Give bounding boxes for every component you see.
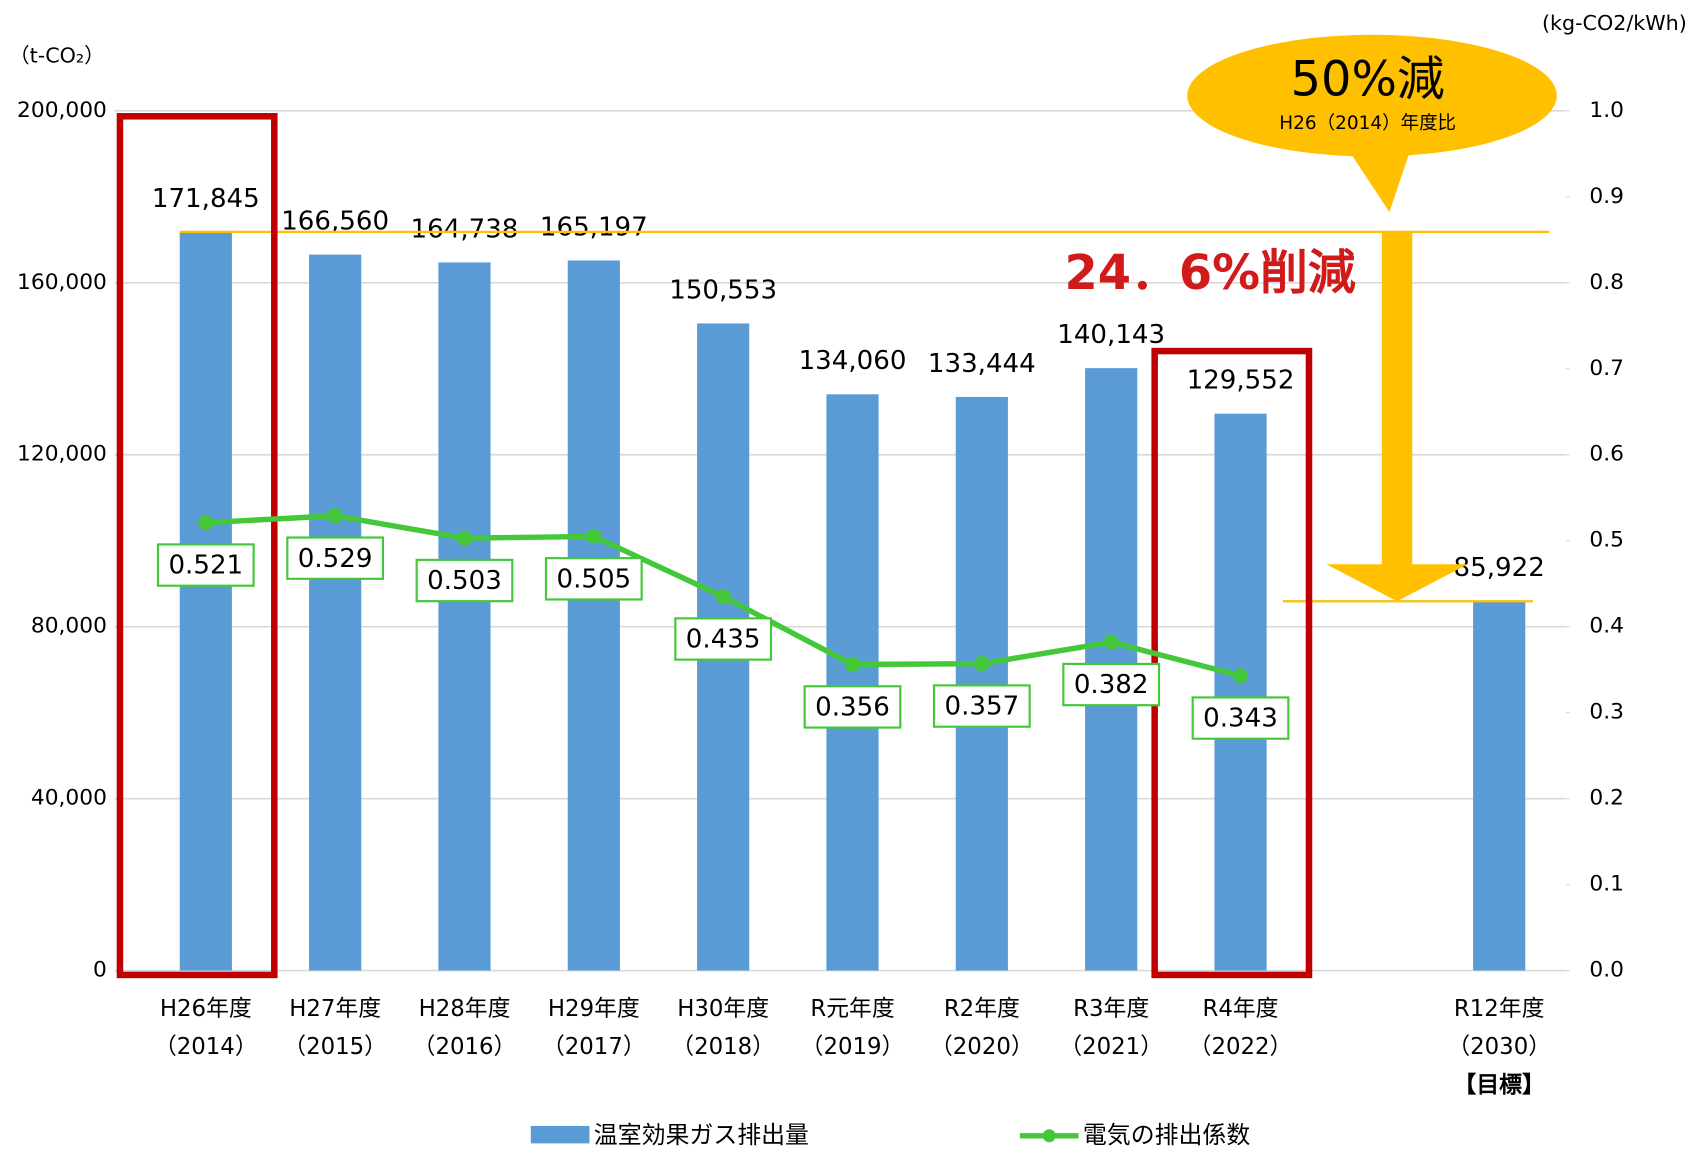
y2-tick-label: 0.0	[1589, 958, 1624, 983]
bar-value-label: 129,552	[1187, 366, 1295, 396]
x-tick-label: （2015）	[283, 1034, 387, 1060]
x-tick-label: （2020）	[930, 1034, 1034, 1060]
bar	[309, 254, 362, 971]
bar	[955, 396, 1008, 971]
annotation: 24．6%削減	[1065, 246, 1356, 301]
legend: 温室効果ガス排出量 電気の排出係数	[530, 1121, 1250, 1149]
bar-value-label: 171,845	[152, 184, 260, 214]
y2-tick-label: 0.8	[1589, 270, 1624, 295]
reduction-arrow	[1326, 231, 1468, 602]
line-value-label: 0.529	[298, 544, 373, 574]
x-tick-label: （2014）	[154, 1034, 258, 1060]
line-value-label: 0.521	[168, 551, 243, 581]
bar-value-label: 164,738	[411, 214, 519, 244]
bar	[179, 231, 232, 971]
line-value-label: 0.382	[1074, 670, 1149, 700]
line-value-label: 0.435	[686, 625, 761, 655]
data-label-box	[803, 685, 902, 729]
x-tick-label: R3年度	[1073, 996, 1149, 1022]
y2-tick-label: 0.4	[1589, 614, 1624, 639]
bar-value-label: 134,060	[799, 346, 907, 376]
y-tick-label: 160,000	[17, 270, 107, 295]
y2-tick-label: 0.5	[1589, 528, 1624, 553]
line-point	[1232, 668, 1249, 684]
x-tick-label: H30年度	[677, 996, 769, 1022]
bar-value-label: 140,143	[1057, 320, 1165, 350]
highlight-box	[116, 113, 278, 979]
line-point	[327, 508, 343, 524]
x-tick-label: （2030）	[1447, 1034, 1551, 1060]
x-tick-label: R2年度	[944, 996, 1020, 1022]
data-label-box	[156, 543, 255, 587]
bar-value-label: 85,922	[1454, 553, 1545, 583]
bar	[1214, 413, 1267, 971]
plot: 0 40,000 80,000 120,000 160,000 200,000 0.0 0.1…	[17, 98, 1624, 1098]
bar-value-label: 133,444	[928, 349, 1036, 379]
x-tick-label: H28年度	[419, 996, 511, 1022]
legend-swatch	[1042, 1129, 1056, 1143]
x-tick-label: （2021）	[1059, 1034, 1163, 1060]
y-tick-label: 120,000	[17, 442, 107, 467]
y2-tick-label: 0.3	[1589, 700, 1624, 725]
line-value-label: 0.357	[945, 692, 1020, 722]
data-label-box	[544, 557, 643, 601]
annotation: 50%減	[1291, 53, 1445, 108]
data-label-box	[932, 684, 1031, 728]
x-tick-label: H29年度	[548, 996, 640, 1022]
line-point	[586, 528, 602, 545]
y2-tick-label: 1.0	[1589, 98, 1624, 123]
line-point	[1103, 634, 1119, 650]
bar-value-label: 150,553	[669, 275, 777, 305]
y-tick-label: 40,000	[31, 786, 107, 811]
line-point	[974, 656, 990, 672]
x-tick-label: （2019）	[801, 1034, 905, 1060]
bar	[826, 394, 879, 971]
data-label-box	[1191, 696, 1290, 740]
y-tick-label: 200,000	[17, 98, 107, 123]
y2-tick-label: 0.6	[1589, 442, 1624, 467]
callout-bubble	[1187, 34, 1557, 157]
x-tick-label: （2022）	[1189, 1034, 1293, 1060]
y2-axis-label: (kg-CO2/kWh)	[1542, 11, 1687, 35]
line-point	[715, 588, 731, 605]
callout-tail	[1342, 141, 1414, 212]
line-value-label: 0.503	[427, 566, 502, 596]
y2-tick-label: 0.9	[1589, 184, 1624, 209]
x-tick-label: H27年度	[289, 996, 381, 1022]
bar-value-label: 165,197	[540, 212, 648, 242]
x-tick-label: （2017）	[542, 1034, 646, 1060]
line-point	[198, 515, 214, 531]
data-label-box	[415, 558, 514, 603]
x-tick-label: R12年度	[1454, 996, 1545, 1022]
line-value-label: 0.343	[1203, 704, 1278, 734]
bar	[1473, 601, 1526, 971]
data-label-box	[674, 617, 773, 661]
bar	[567, 260, 620, 971]
line-point	[844, 656, 861, 673]
x-tick-label: R4年度	[1203, 996, 1279, 1022]
bar	[438, 262, 491, 971]
annotation: H26（2014）年度比	[1279, 113, 1456, 134]
y2-tick-label: 0.2	[1589, 786, 1624, 811]
x-tick-label: R元年度	[810, 996, 894, 1022]
y-axis-label: （t-CO₂）	[9, 44, 105, 68]
y-tick-label: 0	[93, 958, 107, 983]
x-tick-label: 【目標】	[1454, 1072, 1545, 1098]
line-point	[456, 530, 473, 546]
x-tick-label: （2018）	[671, 1034, 775, 1060]
line-value-label: 0.505	[556, 564, 631, 594]
legend-label: 温室効果ガス排出量	[594, 1121, 809, 1149]
y2-tick-label: 0.1	[1589, 872, 1624, 897]
y-tick-label: 80,000	[31, 614, 107, 639]
data-label-box	[1062, 662, 1161, 707]
legend-swatch	[530, 1126, 590, 1144]
x-tick-label: （2016）	[413, 1034, 517, 1060]
x-tick-label: H26年度	[160, 996, 252, 1022]
legend-label: 電気の排出係数	[1083, 1121, 1250, 1149]
line-value-label: 0.356	[815, 692, 890, 722]
y2-tick-label: 0.7	[1589, 356, 1624, 381]
data-label-box	[286, 536, 385, 580]
